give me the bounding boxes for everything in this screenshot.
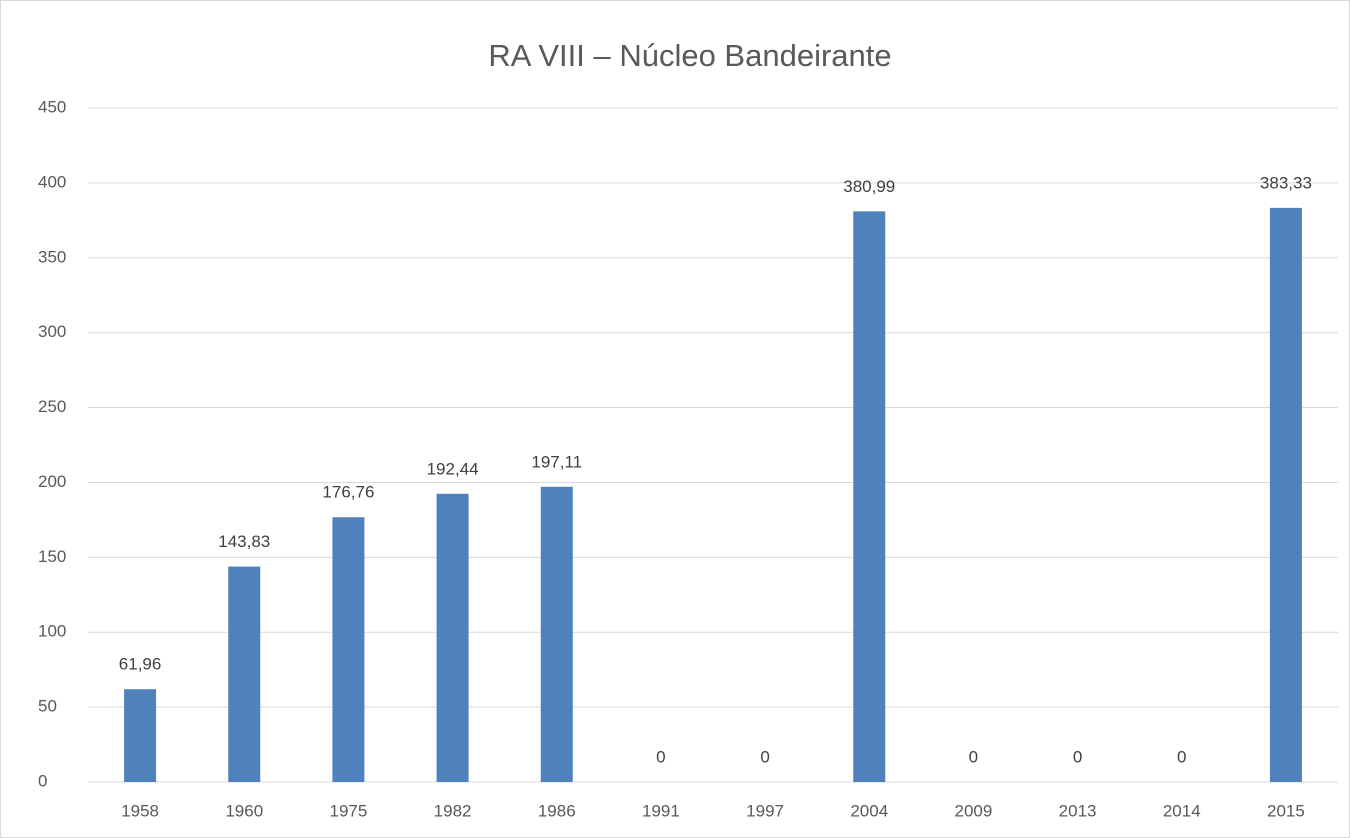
x-tick-label: 1960	[225, 801, 263, 820]
x-tick-label: 1991	[642, 801, 680, 820]
data-label: 380,99	[843, 177, 895, 196]
bar	[540, 486, 573, 782]
data-label: 143,83	[218, 532, 270, 551]
bar	[124, 689, 157, 782]
data-label: 383,33	[1260, 173, 1312, 192]
x-tick-label: 2015	[1267, 801, 1305, 820]
bar	[1269, 207, 1302, 783]
bar	[853, 211, 886, 783]
bar	[436, 493, 469, 782]
data-label: 176,76	[322, 483, 374, 502]
data-label: 61,96	[119, 655, 162, 674]
data-label: 0	[760, 747, 769, 766]
bar	[332, 517, 365, 782]
x-tick-label: 1997	[746, 801, 784, 820]
x-tick-label: 2013	[1059, 801, 1097, 820]
bar	[228, 566, 261, 782]
x-tick-label: 2009	[955, 801, 993, 820]
data-label: 197,11	[531, 452, 582, 471]
x-tick-label: 1975	[330, 801, 368, 820]
y-tick-label: 450	[38, 97, 66, 116]
chart-title: RA VIII – Núcleo Bandeirante	[488, 38, 891, 73]
y-tick-label: 0	[38, 771, 47, 790]
data-label: 192,44	[427, 459, 479, 478]
x-tick-label: 1958	[121, 801, 159, 820]
data-label: 0	[1073, 747, 1082, 766]
x-tick-label: 2014	[1163, 801, 1201, 820]
x-tick-label: 1982	[434, 801, 472, 820]
y-tick-label: 350	[38, 247, 66, 266]
y-tick-label: 200	[38, 472, 66, 491]
y-tick-label: 400	[38, 172, 66, 191]
data-label: 0	[969, 747, 978, 766]
y-tick-label: 50	[38, 697, 57, 716]
y-tick-label: 300	[38, 322, 66, 341]
y-tick-label: 250	[38, 397, 66, 416]
y-tick-label: 100	[38, 622, 66, 641]
y-tick-label: 150	[38, 547, 66, 566]
x-tick-label: 2004	[850, 801, 888, 820]
data-label: 0	[656, 747, 665, 766]
data-label: 0	[1177, 747, 1186, 766]
x-tick-label: 1986	[538, 801, 576, 820]
